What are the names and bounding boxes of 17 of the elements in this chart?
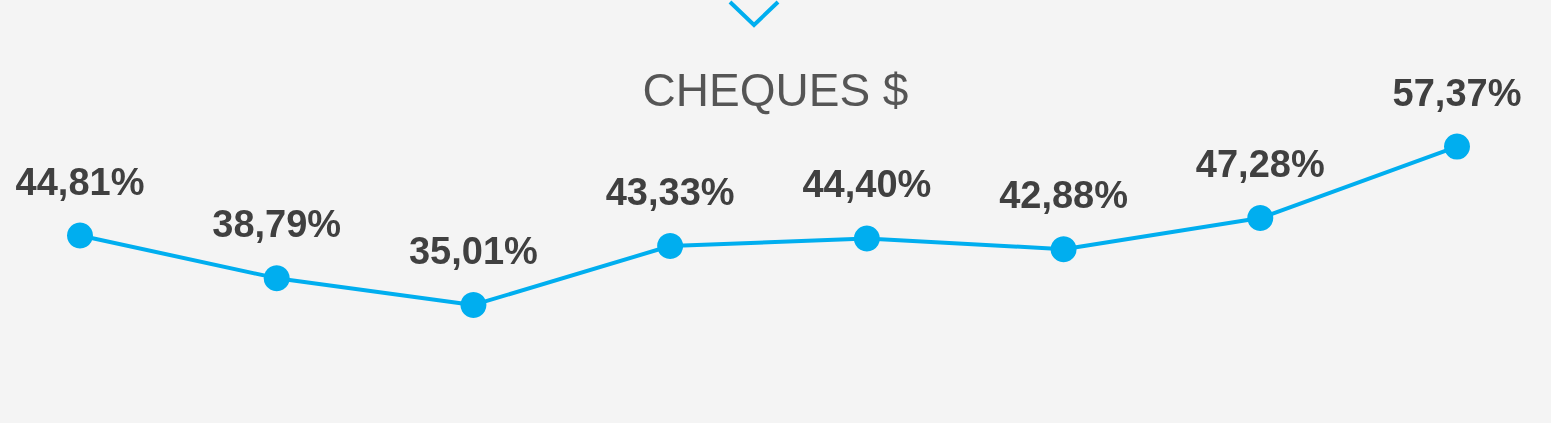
point (657, 233, 684, 260)
data-label: 47,28% (1195, 143, 1325, 186)
data-label: 43,33% (605, 171, 735, 214)
point (67, 222, 93, 249)
data-label: 38,79% (212, 203, 342, 246)
point (1050, 236, 1077, 263)
chart-title: CHEQUES $ (642, 64, 909, 116)
data-label: 42,88% (999, 174, 1129, 217)
data-label: 44,40% (802, 163, 932, 206)
point (263, 265, 290, 292)
data-label: 44,81% (15, 160, 145, 203)
point (853, 225, 880, 252)
point (1247, 205, 1274, 232)
data-label: 35,01% (408, 229, 538, 272)
data-label: 57,37% (1392, 71, 1522, 114)
point (460, 291, 487, 318)
point (1444, 133, 1470, 160)
